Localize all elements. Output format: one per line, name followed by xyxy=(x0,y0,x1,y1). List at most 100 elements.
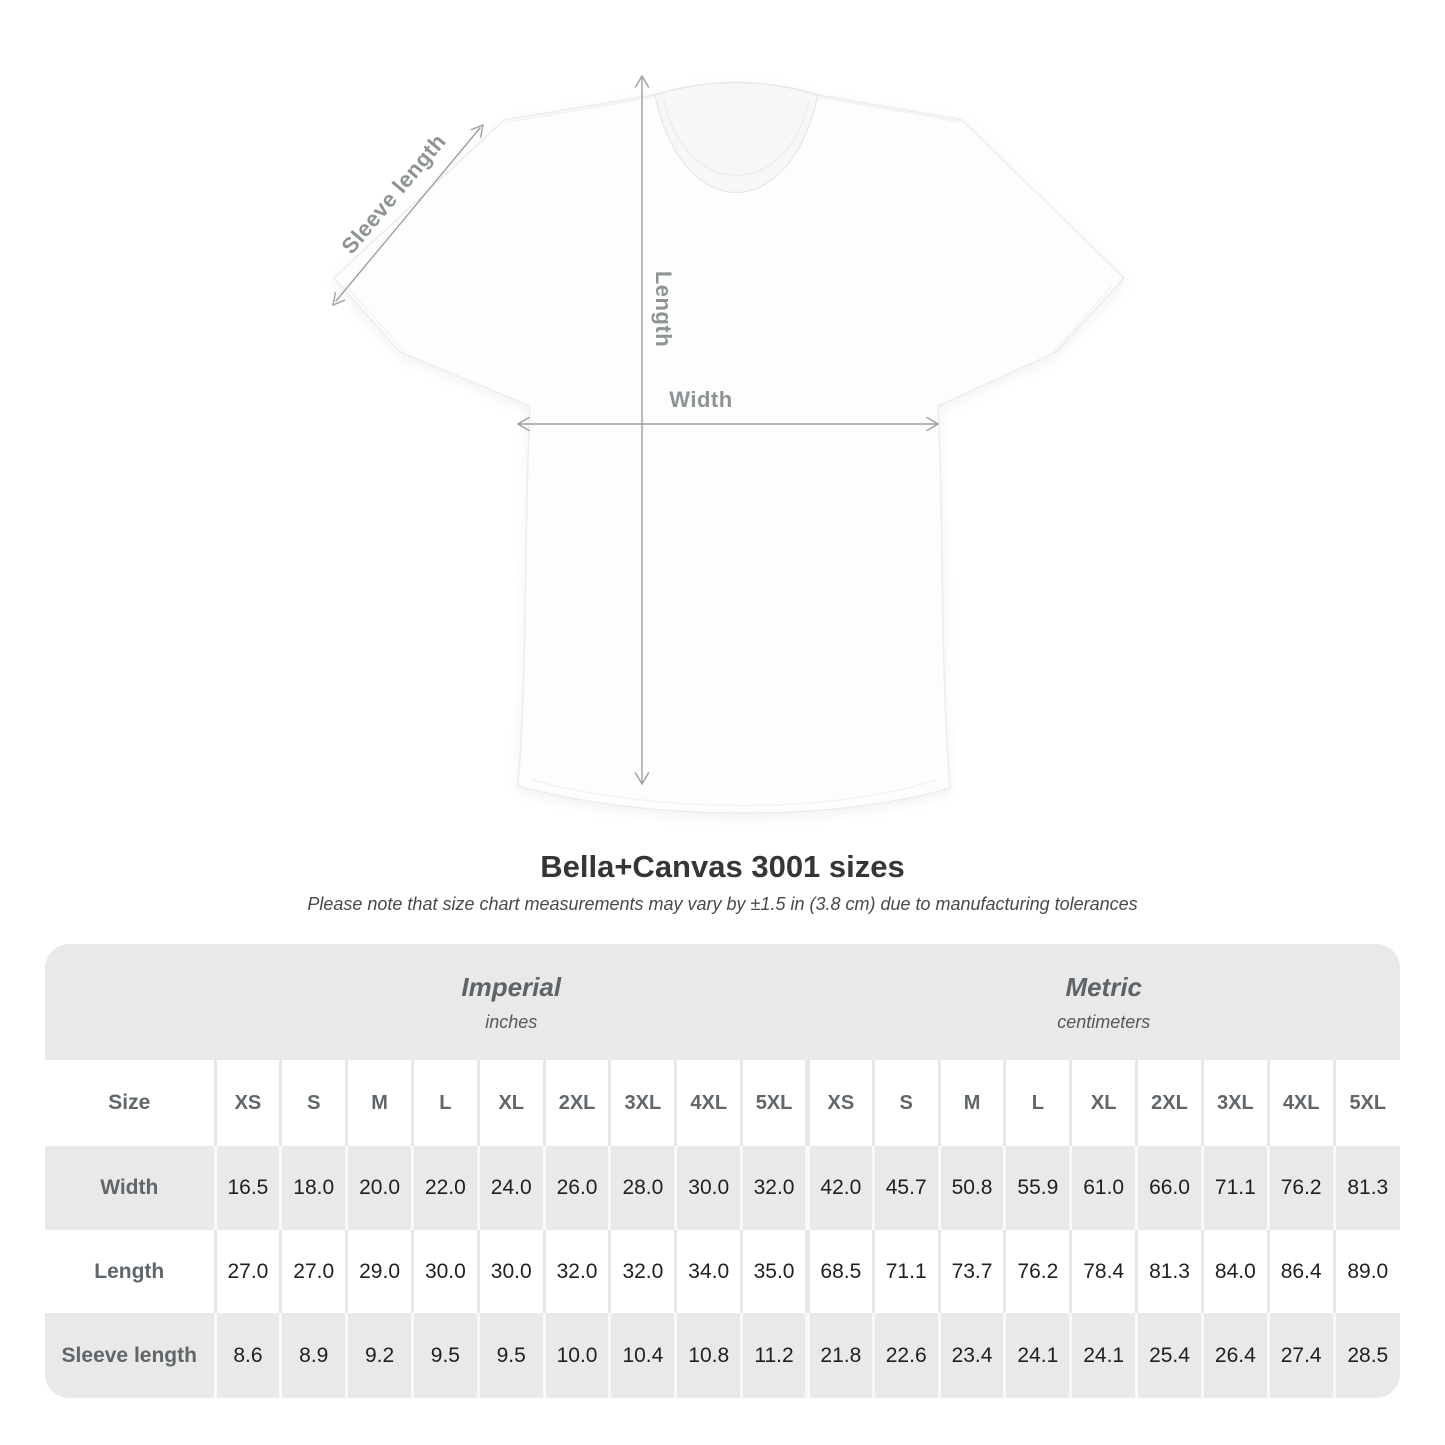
size-col-header: 5XL xyxy=(1332,1060,1400,1146)
collar xyxy=(654,81,819,194)
value-cell: 26.4 xyxy=(1200,1313,1269,1398)
length-row: Length 27.0 27.0 29.0 30.0 30.0 32.0 32.… xyxy=(45,1230,1400,1313)
value-cell: 76.2 xyxy=(1003,1230,1071,1313)
value-cell: 86.4 xyxy=(1266,1230,1335,1313)
value-cell: 66.0 xyxy=(1135,1146,1203,1230)
size-col-header: XL xyxy=(476,1060,545,1146)
value-cell: 24.0 xyxy=(476,1146,545,1230)
value-cell: 89.0 xyxy=(1332,1230,1400,1313)
corner-cell xyxy=(45,944,215,1060)
value-cell: 8.6 xyxy=(213,1313,281,1398)
size-header-row: Size XS S M L XL 2XL 3XL 4XL 5XL XS S M … xyxy=(45,1060,1400,1146)
size-col-header: L xyxy=(1003,1060,1071,1146)
size-col-header: M xyxy=(937,1060,1005,1146)
imperial-group-cell: Imperial inches xyxy=(215,944,807,1060)
value-cell: 10.0 xyxy=(542,1313,610,1398)
row-label: Length xyxy=(94,1259,165,1283)
value-cell: 30.0 xyxy=(476,1230,545,1313)
value-cell: 25.4 xyxy=(1135,1313,1203,1398)
value-cell: 34.0 xyxy=(674,1230,742,1313)
metric-group-unit: centimeters xyxy=(1057,1011,1151,1032)
value-cell: 71.1 xyxy=(1200,1146,1269,1230)
size-col-header: 2XL xyxy=(1135,1060,1203,1146)
value-cell: 28.5 xyxy=(1332,1313,1400,1398)
value-cell: 28.0 xyxy=(608,1146,676,1230)
page-title: Bella+Canvas 3001 sizes xyxy=(540,849,905,884)
sleeve-length-arrow xyxy=(332,123,484,307)
value-cell: 22.6 xyxy=(871,1313,940,1398)
value-cell: 10.4 xyxy=(608,1313,676,1398)
size-col-header: XS xyxy=(213,1060,281,1146)
value-cell: 81.3 xyxy=(1135,1230,1203,1313)
value-cell: 78.4 xyxy=(1069,1230,1137,1313)
value-cell: 73.7 xyxy=(937,1230,1005,1313)
value-cell: 20.0 xyxy=(345,1146,413,1230)
value-cell: 27.4 xyxy=(1266,1313,1335,1398)
value-cell: 32.0 xyxy=(608,1230,676,1313)
tolerance-note: Please note that size chart measurements… xyxy=(307,894,1138,914)
value-cell: 32.0 xyxy=(740,1146,808,1230)
tshirt-silhouette xyxy=(332,81,1126,814)
width-row: Width 16.5 18.0 20.0 22.0 24.0 26.0 28.0… xyxy=(45,1146,1400,1230)
size-col-header: L xyxy=(410,1060,479,1146)
value-cell: 27.0 xyxy=(279,1230,347,1313)
value-cell: 18.0 xyxy=(279,1146,347,1230)
value-cell: 9.5 xyxy=(476,1313,545,1398)
value-cell: 55.9 xyxy=(1003,1146,1071,1230)
value-cell: 9.2 xyxy=(345,1313,413,1398)
size-col-header: 3XL xyxy=(1200,1060,1269,1146)
imperial-group-unit: inches xyxy=(485,1011,538,1032)
tshirt-graphic xyxy=(332,74,1126,814)
size-table: Imperial inches Metric centimeters Size … xyxy=(45,944,1400,1398)
size-col-header: 5XL xyxy=(740,1060,808,1146)
size-col-header: 4XL xyxy=(1266,1060,1335,1146)
value-cell: 32.0 xyxy=(542,1230,610,1313)
value-cell: 22.0 xyxy=(410,1146,479,1230)
metric-group-label: Metric xyxy=(1065,971,1143,1002)
unit-group-header-row: Imperial inches Metric centimeters xyxy=(45,944,1400,1060)
imperial-group-label: Imperial xyxy=(461,971,562,1002)
row-label: Width xyxy=(100,1176,159,1199)
value-cell: 26.0 xyxy=(542,1146,610,1230)
width-label: Width xyxy=(669,387,733,412)
size-header-label: Size xyxy=(108,1091,151,1114)
value-cell: 45.7 xyxy=(871,1146,940,1230)
value-cell: 68.5 xyxy=(804,1230,874,1313)
value-cell: 8.9 xyxy=(279,1313,347,1398)
value-cell: 76.2 xyxy=(1266,1146,1335,1230)
value-cell: 27.0 xyxy=(213,1230,281,1313)
value-cell: 23.4 xyxy=(937,1313,1005,1398)
size-col-header: XL xyxy=(1069,1060,1137,1146)
value-cell: 84.0 xyxy=(1200,1230,1269,1313)
width-arrow xyxy=(516,416,940,432)
value-cell: 35.0 xyxy=(740,1230,808,1313)
size-col-header: 3XL xyxy=(608,1060,676,1146)
value-cell: 29.0 xyxy=(345,1230,413,1313)
value-cell: 50.8 xyxy=(937,1146,1005,1230)
size-col-header: XS xyxy=(804,1060,874,1146)
length-arrow xyxy=(634,74,650,786)
length-label: Length xyxy=(651,270,676,348)
row-label: Sleeve length xyxy=(61,1343,197,1367)
value-cell: 24.1 xyxy=(1069,1313,1137,1398)
size-col-header: S xyxy=(279,1060,347,1146)
size-col-header: M xyxy=(345,1060,413,1146)
value-cell: 24.1 xyxy=(1003,1313,1071,1398)
size-col-header: 2XL xyxy=(542,1060,610,1146)
value-cell: 9.5 xyxy=(410,1313,479,1398)
value-cell: 71.1 xyxy=(871,1230,940,1313)
size-col-header: 4XL xyxy=(674,1060,742,1146)
sleeve-length-row: Sleeve length 8.6 8.9 9.2 9.5 9.5 10.0 1… xyxy=(45,1313,1400,1398)
value-cell: 21.8 xyxy=(804,1313,874,1398)
value-cell: 30.0 xyxy=(674,1146,742,1230)
value-cell: 10.8 xyxy=(674,1313,742,1398)
value-cell: 42.0 xyxy=(804,1146,874,1230)
value-cell: 61.0 xyxy=(1069,1146,1137,1230)
size-col-header: S xyxy=(871,1060,940,1146)
value-cell: 11.2 xyxy=(740,1313,808,1398)
value-cell: 81.3 xyxy=(1332,1146,1400,1230)
value-cell: 30.0 xyxy=(410,1230,479,1313)
metric-group-cell: Metric centimeters xyxy=(807,944,1400,1060)
value-cell: 16.5 xyxy=(213,1146,281,1230)
